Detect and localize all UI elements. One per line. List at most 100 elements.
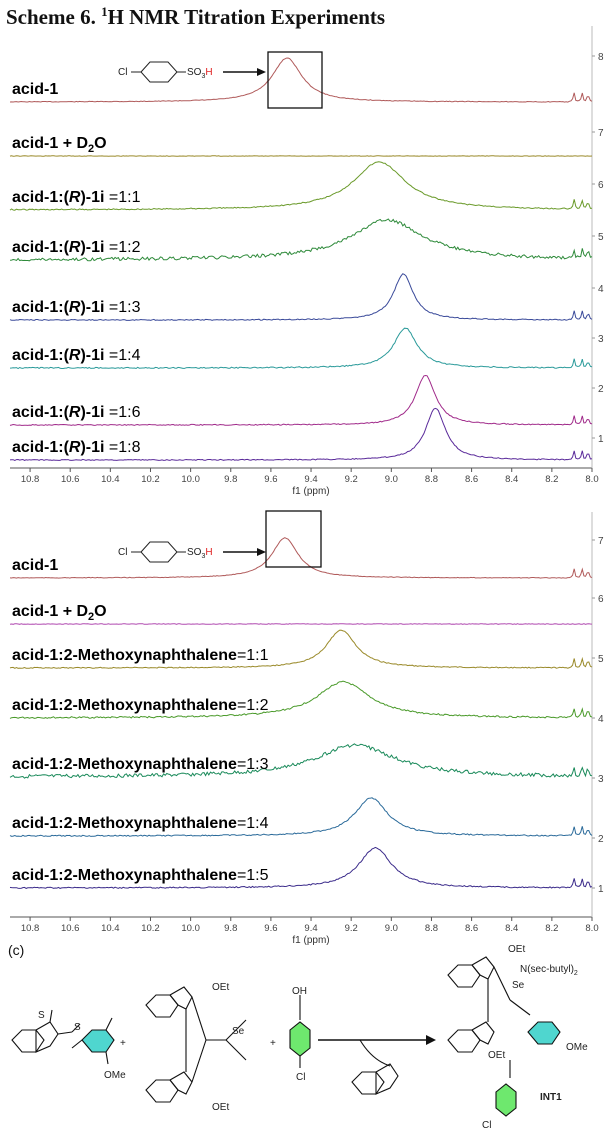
int1-structure (447, 956, 561, 1117)
trace-number: 3 (598, 774, 604, 785)
x-tick-label: 8.6 (465, 474, 478, 485)
spectrum-trace (9, 407, 593, 461)
se-label: Se (512, 980, 525, 991)
spectrum-trace (9, 629, 593, 669)
x-tick-label: 10.0 (181, 923, 200, 934)
ome-label: OMe (104, 1070, 126, 1081)
x-tick-label: 10.2 (141, 923, 160, 934)
x-tick-label: 10.4 (101, 923, 120, 934)
trace-number: 5 (598, 232, 604, 243)
binaphthyl-selenophosphoramide-structure (145, 986, 247, 1103)
x-tick-label: 10.6 (61, 474, 80, 485)
trace-label: acid-1:(R)-1i =1:2 (12, 239, 141, 256)
x-axis-title: f1 (ppm) (292, 486, 329, 497)
trace-number: 6 (598, 180, 604, 191)
x-tick-label: 10.6 (61, 923, 80, 934)
chlorobenzenesulfonic-acid-structure-top: Cl SO3H (118, 51, 323, 109)
trace-label: acid-1:2-Methoxynaphthalene=1:1 (12, 647, 269, 664)
panel-c-label: (c) (8, 942, 24, 958)
trace-number: 1 (598, 884, 604, 895)
x-tick-label: 9.0 (385, 923, 398, 934)
trace-number: 3 (598, 334, 604, 345)
x-tick-label: 10.4 (101, 474, 120, 485)
se-label: Se (232, 1026, 245, 1037)
spectrum-trace (9, 846, 593, 889)
spectrum-trace (9, 374, 593, 426)
plus-sign: + (120, 1038, 126, 1049)
trace-number: 2 (598, 384, 604, 395)
spectrum-trace (9, 327, 593, 370)
trace-number: 1 (598, 434, 604, 445)
trace-label: acid-1 (12, 557, 58, 574)
oet-label: OEt (212, 982, 229, 993)
saccharin-anion-structure (351, 1063, 399, 1095)
x-tick-label: 9.4 (304, 474, 317, 485)
spectrum-trace (9, 623, 593, 625)
cl-label: Cl (118, 547, 127, 558)
title-superscript: 1 (101, 4, 108, 19)
x-axis-title: f1 (ppm) (292, 935, 329, 946)
x-tick-label: 10.8 (21, 474, 40, 485)
spectrum-trace (9, 680, 593, 719)
x-tick-label: 8.2 (545, 923, 558, 934)
x-tick-label: 8.0 (585, 923, 598, 934)
x-tick-label: 9.8 (224, 474, 237, 485)
trace-label: acid-1:(R)-1i =1:8 (12, 439, 141, 456)
so2-label: S (38, 1010, 45, 1021)
trace-number: 5 (598, 654, 604, 665)
trace-label: acid-1 + D2O (12, 603, 107, 623)
oet-label: OEt (508, 944, 525, 955)
cl-label: Cl (296, 1072, 305, 1083)
x-tick-label: 9.2 (345, 474, 358, 485)
so3-label: SO3H (187, 547, 213, 560)
cl-label: Cl (482, 1120, 491, 1131)
title-prefix: Scheme 6. (6, 5, 102, 29)
x-tick-label: 10.0 (181, 474, 200, 485)
trace-label: acid-1 + D2O (12, 135, 107, 155)
trace-label: acid-1:(R)-1i =1:6 (12, 404, 141, 421)
trace-number: 2 (598, 834, 604, 845)
x-tick-label: 10.8 (21, 923, 40, 934)
nmr-chart-top: 10.8 10.6 10.4 10.2 10.0 9.8 9.6 9.4 9.2 9.0 8.8 8.… (9, 26, 604, 497)
oet-label: OEt (488, 1050, 505, 1061)
trace-number: 8 (598, 52, 604, 63)
trace-number: 6 (598, 594, 604, 605)
plus-sign: + (270, 1038, 276, 1049)
byproduct-arrow (359, 1039, 391, 1067)
x-tick-label: 9.2 (345, 923, 358, 934)
x-tick-label: 10.2 (141, 474, 160, 485)
cl-label: Cl (118, 67, 127, 78)
x-tick-label: 9.8 (224, 923, 237, 934)
x-tick-label: 8.0 (585, 474, 598, 485)
trace-label: acid-1:(R)-1i =1:4 (12, 347, 141, 364)
title-rest: H NMR Titration Experiments (107, 5, 386, 29)
trace-number: 4 (598, 284, 604, 295)
peak-highlight-box (267, 51, 323, 109)
x-tick-label: 8.8 (425, 474, 438, 485)
spectrum-trace (9, 273, 593, 321)
spectrum-trace (9, 537, 593, 579)
x-tick-label: 8.4 (505, 923, 518, 934)
oet-label: OEt (212, 1102, 229, 1113)
trace-label: acid-1 (12, 81, 58, 98)
s-label: S (74, 1022, 81, 1033)
x-tick-label: 9.0 (385, 474, 398, 485)
x-tick-label: 8.8 (425, 923, 438, 934)
reaction-scheme: S S OMe + OEt OEt Se + OH Cl (11, 944, 588, 1131)
int1-label: INT1 (540, 1092, 562, 1103)
trace-number: 7 (598, 536, 604, 547)
oh-label: OH (292, 986, 307, 997)
spectrum-trace (9, 797, 593, 837)
x-tick-label: 9.6 (264, 474, 277, 485)
spectrum-trace (9, 218, 593, 262)
trace-label: acid-1:2-Methoxynaphthalene=1:2 (12, 697, 269, 714)
x-tick-label: 9.4 (304, 923, 317, 934)
ome-label: OMe (566, 1042, 588, 1053)
spectrum-trace (9, 743, 593, 779)
n-sec-butyl-label: N(sec-butyl)2 (520, 964, 578, 977)
nmr-chart-bottom: 10.8 10.6 10.4 10.2 10.0 9.8 9.6 9.4 9.2 9.0 8.8 8.… (9, 512, 604, 946)
trace-number: 4 (598, 714, 604, 725)
trace-label: acid-1:2-Methoxynaphthalene=1:5 (12, 867, 269, 884)
scheme-title: Scheme 6. 1H NMR Titration Experiments (6, 4, 385, 30)
